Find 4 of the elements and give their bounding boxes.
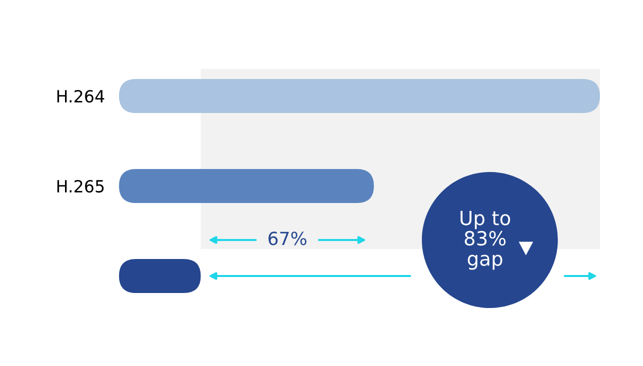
- y-tick-label: H.264: [57, 90, 104, 103]
- y-tick-label: H.265: [57, 180, 104, 193]
- annotation: 67%: [268, 232, 306, 246]
- annotation: Up to 83% gap: [460, 210, 510, 270]
